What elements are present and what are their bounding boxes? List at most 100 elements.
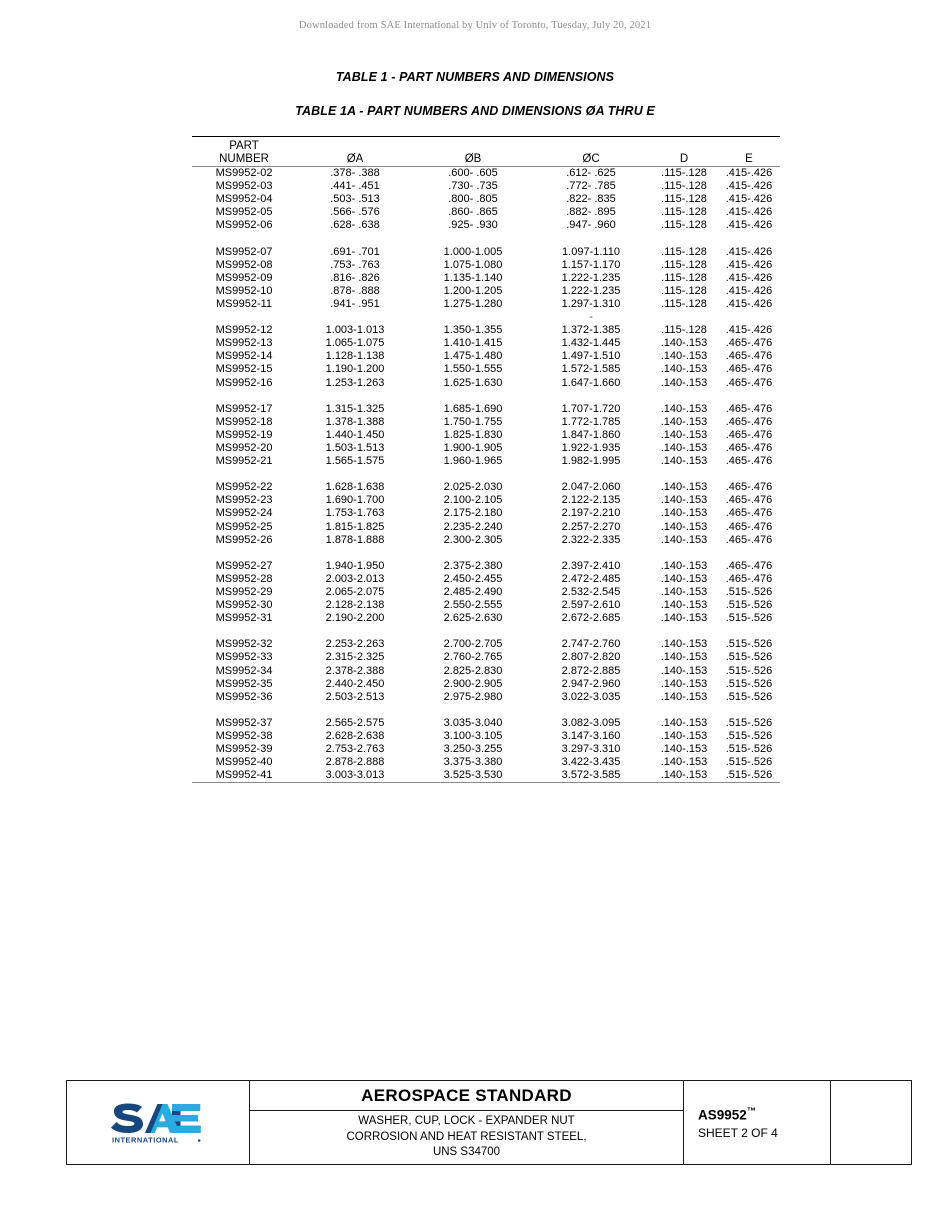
cell-e: .465-.476 xyxy=(725,441,773,454)
cell-d: .140-.153 xyxy=(660,481,708,494)
cell-diameter-a: 2.253-2.263 xyxy=(325,638,385,651)
footer-part-cell: AS9952™ SHEET 2 OF 4 xyxy=(684,1081,831,1164)
table-row: MS9952-37 2.565-2.575 3.035-3.040 3.082-3.0… xyxy=(192,717,780,730)
table-row: MS9952-20 1.503-1.513 1.900-1.905 1.922-1.9… xyxy=(192,442,780,455)
cell-diameter-c: 2.122-2.135 xyxy=(561,494,621,507)
cell-d: .140-.153 xyxy=(660,337,708,350)
cell-diameter-c: 1.922-1.935 xyxy=(561,441,621,454)
cell-d: .140-.153 xyxy=(660,376,708,389)
table-group-spacer xyxy=(192,468,780,481)
cell-diameter-c: 1.847-1.860 xyxy=(561,428,621,441)
cell-diameter-c: 3.572-3.585 xyxy=(532,769,650,784)
cell-d: .140-.153 xyxy=(660,677,708,690)
aerospace-standard-heading: AEROSPACE STANDARD xyxy=(361,1085,572,1105)
table-group-spacer xyxy=(192,547,780,560)
cell-diameter-b: 2.825-2.830 xyxy=(443,664,503,677)
cell-part-number: MS9952-31 xyxy=(215,612,273,625)
cell-e: .515-.526 xyxy=(725,690,773,703)
cell-e: .465-.476 xyxy=(725,533,773,546)
cell-part-number: MS9952-37 xyxy=(215,716,273,729)
cell-part-number: MS9952-21 xyxy=(215,455,273,468)
table-row: MS9952-39 2.753-2.763 3.250-3.255 3.297-3.3… xyxy=(192,743,780,756)
spacer-cell xyxy=(296,704,414,717)
scan-artifact-mark: - xyxy=(589,311,593,324)
sheet-number: SHEET 2 OF 4 xyxy=(698,1125,778,1140)
cell-diameter-b: .925- .930 xyxy=(448,219,498,232)
cell-part-number: MS9952-28 xyxy=(215,572,273,585)
spacer-cell xyxy=(650,390,718,403)
cell-e: .515-.526 xyxy=(725,651,773,664)
cell-e: .465-.476 xyxy=(725,494,773,507)
cell-diameter-a: 2.378-2.388 xyxy=(325,664,385,677)
cell-diameter-c: 2.947-2.960 xyxy=(561,677,621,690)
spacer-cell xyxy=(414,625,532,638)
cell-diameter-a: 3.003-3.013 xyxy=(296,769,414,784)
spacer-cell xyxy=(414,390,532,403)
table-row: MS9952-35 2.440-2.450 2.900-2.905 2.947-2.9… xyxy=(192,678,780,691)
cell-e: .465-.476 xyxy=(725,376,773,389)
spacer-cell xyxy=(414,232,532,245)
cell-part-number: MS9952-06 xyxy=(215,219,273,232)
cell-d: .140-.153 xyxy=(660,520,708,533)
spacer-cell: - xyxy=(532,311,650,324)
cell-part-number: MS9952-16 xyxy=(215,376,273,389)
cell-part-number: MS9952-25 xyxy=(215,520,273,533)
cell-e: .515-.526 xyxy=(725,716,773,729)
cell-d: .140-.153 xyxy=(660,455,708,468)
cell-diameter-c: .822- .835 xyxy=(566,193,616,206)
cell-diameter-a: 2.003-2.013 xyxy=(325,572,385,585)
cell-diameter-c: 1.097-1.110 xyxy=(562,245,620,258)
cell-part-number: MS9952-38 xyxy=(215,730,273,743)
table-row: MS9952-22 1.628-1.638 2.025-2.030 2.047-2.0… xyxy=(192,481,780,494)
cell-d: .140-.153 xyxy=(660,651,708,664)
cell-diameter-c: 2.047-2.060 xyxy=(561,481,621,494)
table-row: MS9952-06 .628- .638 .925- .930 .947- .960.… xyxy=(192,219,780,232)
cell-diameter-c: 2.872-2.885 xyxy=(561,664,621,677)
column-header-d: D xyxy=(650,136,718,167)
cell-e: .465-.476 xyxy=(725,520,773,533)
column-header-diameter-a: ØA xyxy=(296,136,414,167)
cell-e: .465-.476 xyxy=(725,572,773,585)
cell-diameter-c: 1.497-1.510 xyxy=(561,350,621,363)
cell-diameter-c: 2.397-2.410 xyxy=(561,559,621,572)
cell-diameter-b: 2.375-2.380 xyxy=(443,559,503,572)
cell-diameter-a: 1.878-1.888 xyxy=(325,533,385,546)
cell-diameter-c: 2.322-2.335 xyxy=(561,533,621,546)
part-designation: AS9952™ xyxy=(698,1103,830,1125)
table-row: MS9952-12 1.003-1.013 1.350-1.355 1.372-1.3… xyxy=(192,324,780,337)
cell-diameter-c: 2.532-2.545 xyxy=(561,586,621,598)
cell-diameter-a: 1.503-1.513 xyxy=(325,441,385,454)
cell-e: .465-.476 xyxy=(725,559,773,572)
cell-diameter-a: .753- .763 xyxy=(330,258,380,271)
cell-diameter-c: 1.572-1.585 xyxy=(561,363,621,376)
table-row: MS9952-21 1.565-1.575 1.960-1.965 1.982-1.9… xyxy=(192,455,780,468)
cell-e: .515-.526 xyxy=(725,599,773,612)
footer-heading-row: AEROSPACE STANDARD xyxy=(250,1081,683,1111)
spacer-cell xyxy=(296,390,414,403)
cell-diameter-b: 2.900-2.905 xyxy=(443,677,503,690)
cell-diameter-a: 2.565-2.575 xyxy=(325,716,385,729)
cell-e: .415-.426 xyxy=(725,245,773,258)
cell-part-number: MS9952-19 xyxy=(215,428,273,441)
cell-diameter-b: 1.550-1.555 xyxy=(443,363,503,376)
cell-diameter-b: .800- .805 xyxy=(448,193,498,206)
cell-d: .140-.153 xyxy=(660,664,708,677)
table-row: MS9952-27 1.940-1.950 2.375-2.380 2.397-2.4… xyxy=(192,560,780,573)
table-row: MS9952-41 3.003-3.013 3.525-3.530 3.572-3.5… xyxy=(192,769,780,784)
cell-diameter-b: 1.350-1.355 xyxy=(443,324,503,337)
cell-part-number: MS9952-05 xyxy=(215,206,273,219)
cell-d: .140-.153 xyxy=(660,507,708,520)
download-watermark: Downloaded from SAE International by Uni… xyxy=(298,20,652,31)
cell-diameter-b: 1.275-1.280 xyxy=(443,297,503,310)
spacer-cell xyxy=(192,704,296,717)
cell-e: .515-.526 xyxy=(725,743,773,756)
column-header-diameter-c: ØC xyxy=(532,136,650,167)
cell-e: .465-.476 xyxy=(725,350,773,363)
cell-diameter-a: .816- .826 xyxy=(330,271,380,284)
cell-diameter-c: 3.297-3.310 xyxy=(561,743,621,756)
table-row: MS9952-23 1.690-1.700 2.100-2.105 2.122-2.1… xyxy=(192,494,780,507)
cell-diameter-c: 1.297-1.310 xyxy=(561,297,621,310)
cell-diameter-b: 3.375-3.380 xyxy=(443,756,503,769)
cell-diameter-c: .882- .895 xyxy=(566,206,616,219)
cell-diameter-b: 3.035-3.040 xyxy=(443,716,503,729)
